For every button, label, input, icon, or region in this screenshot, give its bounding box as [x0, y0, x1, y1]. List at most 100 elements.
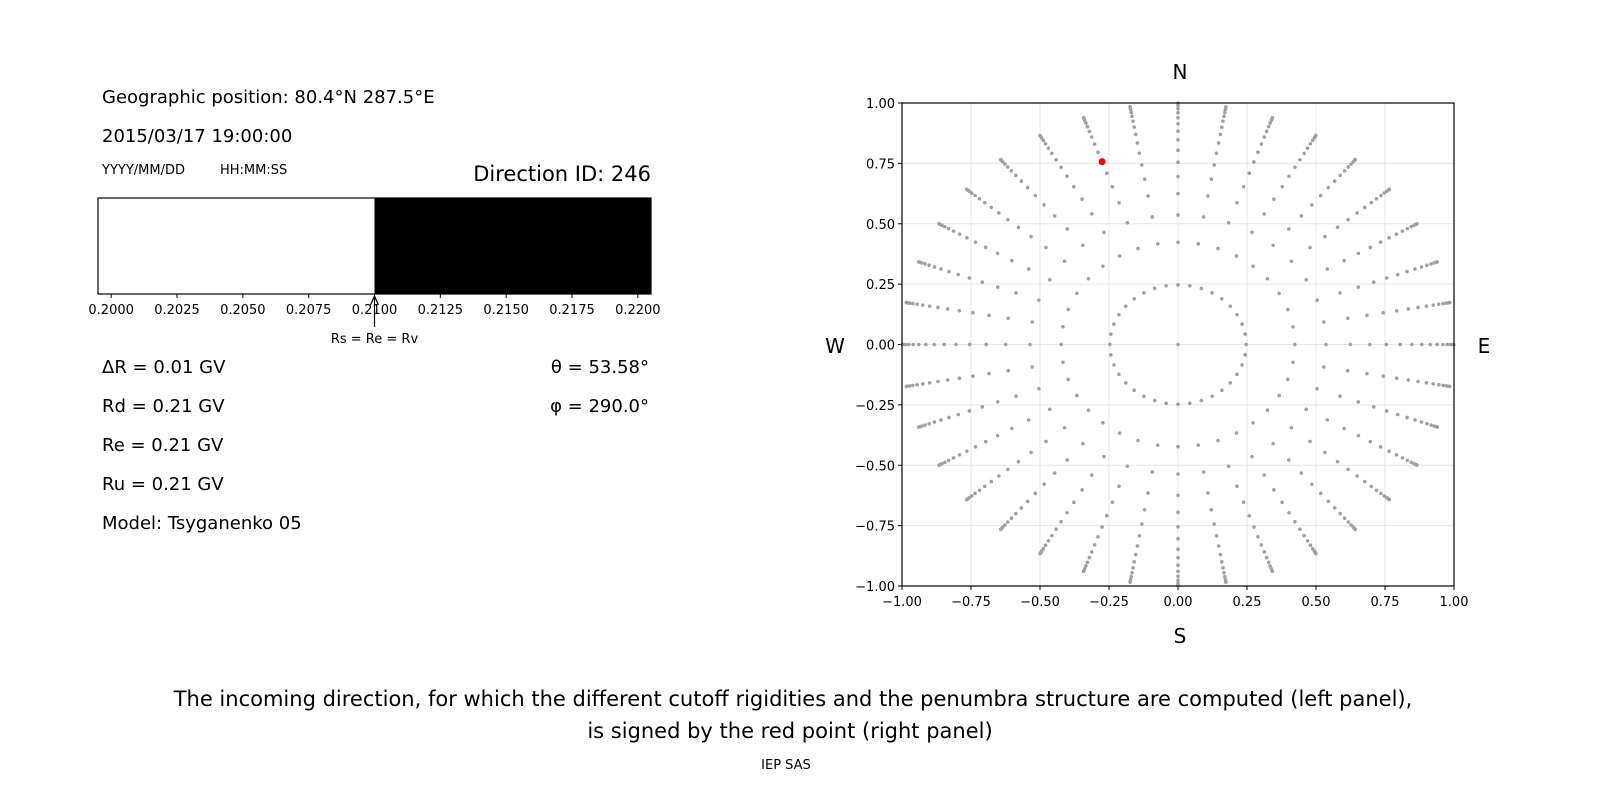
direction-point — [987, 313, 991, 318]
direction-point — [1394, 453, 1399, 457]
direction-point — [1342, 516, 1347, 521]
direction-point — [1424, 381, 1429, 385]
direction-point — [1117, 254, 1122, 258]
x-tick-label: 0.2200 — [615, 303, 661, 318]
direction-point — [1054, 527, 1058, 532]
direction-point — [1325, 267, 1330, 271]
direction-point — [1212, 522, 1216, 526]
x-tick-label: 0.2150 — [483, 303, 529, 318]
direction-point — [1014, 291, 1018, 295]
direction-point — [1224, 580, 1228, 585]
direction-point — [1382, 191, 1387, 195]
direction-point — [1028, 342, 1032, 347]
direction-point — [1219, 125, 1224, 129]
direction-point — [1089, 550, 1094, 554]
direction-point — [1424, 304, 1429, 308]
direction-point — [1102, 230, 1106, 235]
direction-point — [969, 494, 974, 498]
direction-point — [1280, 184, 1284, 189]
direction-point — [917, 342, 921, 347]
direction-point — [1206, 194, 1210, 198]
direction-point — [1415, 463, 1419, 467]
direction-point — [1353, 157, 1358, 162]
annotation-arrowhead — [369, 294, 380, 306]
direction-point — [1349, 162, 1353, 166]
direction-point — [915, 302, 919, 307]
direction-point — [1176, 536, 1180, 541]
direction-point — [1136, 438, 1140, 443]
penumbra-segment — [374, 198, 651, 294]
compass-south: S — [1174, 624, 1187, 648]
direction-point — [1003, 162, 1007, 166]
direction-point — [1176, 472, 1180, 476]
direction-point — [1009, 516, 1014, 521]
direction-point — [1087, 555, 1092, 560]
direction-point — [1356, 285, 1361, 289]
direction-point — [1280, 500, 1284, 505]
caption-line-2: is signed by the red point (right panel) — [587, 719, 992, 743]
direction-point — [1084, 564, 1088, 568]
direction-point — [1152, 286, 1157, 291]
direction-point — [1033, 193, 1038, 198]
direction-point — [1240, 322, 1244, 326]
direction-point — [1062, 425, 1067, 430]
direction-point — [1089, 135, 1094, 139]
direction-point — [1272, 488, 1276, 492]
direction-point — [1104, 513, 1109, 518]
direction-point — [1030, 365, 1035, 369]
direction-point — [1293, 519, 1297, 524]
direction-point — [1101, 264, 1105, 268]
direction-point — [1247, 513, 1252, 518]
direction-point — [1310, 203, 1314, 207]
direction-point — [1302, 151, 1306, 156]
direction-point — [1270, 115, 1275, 120]
phi-value: φ = 290.0° — [550, 396, 649, 417]
direction-point — [927, 381, 932, 385]
direction-point — [945, 378, 950, 382]
direction-point — [1405, 226, 1410, 231]
direction-point — [932, 265, 937, 269]
direction-point — [1140, 522, 1144, 526]
time-format: HH:MM:SS — [220, 163, 287, 178]
direction-point — [977, 196, 982, 201]
direction-point — [1117, 200, 1121, 205]
direction-point — [1265, 408, 1270, 413]
direction-point — [1259, 543, 1264, 547]
direction-point — [1026, 418, 1031, 422]
direction-point — [1101, 421, 1105, 425]
direction-point — [1222, 110, 1227, 115]
direction-point — [1342, 168, 1347, 173]
direction-point — [1387, 449, 1391, 453]
direction-point — [1146, 491, 1150, 495]
direction-point — [1214, 151, 1219, 155]
direction-point — [1128, 580, 1132, 585]
direction-point — [1409, 224, 1414, 229]
direction-point — [1006, 316, 1011, 321]
direction-point — [1176, 524, 1180, 529]
direction-chart: −1.00 −0.75 −0.50 −0.25 0.00 0.25 0.50 0.75 1.00… — [855, 97, 1468, 610]
direction-point — [1304, 407, 1308, 412]
direction-point — [1265, 276, 1270, 281]
direction-point — [1314, 133, 1318, 138]
re-value: Re = 0.21 GV — [102, 435, 224, 456]
direction-point — [1289, 259, 1294, 264]
direction-point — [1010, 426, 1014, 431]
direction-point — [967, 409, 972, 413]
direction-point — [1218, 132, 1223, 137]
direction-point — [923, 342, 928, 347]
direction-point — [1437, 302, 1441, 307]
direction-point — [1286, 227, 1291, 231]
direction-point — [951, 229, 956, 233]
direction-point — [956, 272, 961, 277]
direction-point — [969, 191, 974, 195]
direction-point — [1266, 124, 1271, 129]
direction-point — [1310, 482, 1314, 486]
direction-point — [1264, 129, 1269, 134]
direction-point — [1005, 520, 1010, 524]
direction-point — [1304, 277, 1308, 282]
direction-point — [1395, 412, 1400, 417]
direction-point — [1048, 277, 1052, 282]
direction-point — [1164, 283, 1168, 288]
direction-point — [1415, 222, 1419, 226]
direction-point — [1338, 511, 1342, 516]
